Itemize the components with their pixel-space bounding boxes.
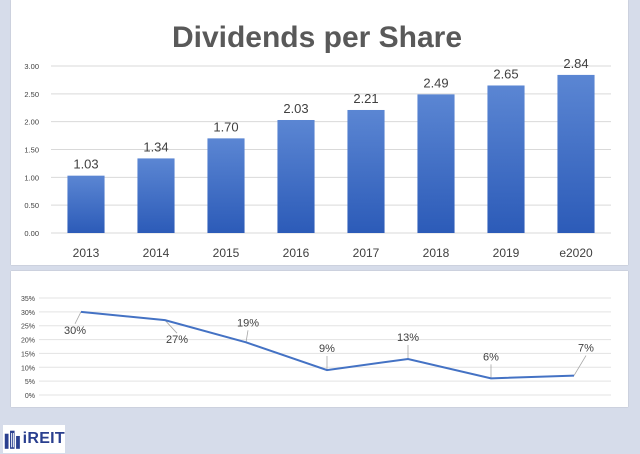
line-data-label: 27% [166,334,188,346]
bar-x-tick-label: 2018 [423,246,450,260]
bar-data-label: 2.21 [353,91,378,106]
bar-y-tick-label: 1.00 [24,173,39,182]
line-data-label: 9% [319,343,335,355]
bar-2014 [137,158,175,233]
line-y-tick-label: 20% [21,338,35,345]
line-y-tick-label: 35% [21,296,35,303]
growth-series-line [80,310,575,380]
ireit-logo: iREIT [3,425,65,453]
bar-2015 [207,138,245,233]
bar-2019 [487,85,525,233]
line-y-tick-label: 5% [25,379,35,386]
line-label-leader [245,330,249,343]
bar-2017 [347,109,385,233]
bar-x-tick-label: 2015 [213,246,240,260]
bar-x-tick-label: 2016 [283,246,310,260]
line-label-leader [573,355,587,376]
line-data-label: 13% [397,332,419,344]
chart-title: Dividends per Share [172,21,462,54]
bar-y-tick-label: 1.50 [24,146,39,155]
bar-y-tick-label: 0.00 [24,229,39,238]
bar-y-tick-label: 2.00 [24,118,39,127]
bar-x-tick-label: 2019 [493,246,520,260]
bar-data-label: 2.65 [493,66,518,81]
line-label-leader [74,311,82,325]
line-data-label: 7% [578,343,594,355]
bar-data-label: 1.03 [73,157,98,172]
growth-chart-panel: 0% 5% 10% 15% 20% 25% 30% 35% 30% 27% 19% 9% 13% 6% 7… [11,271,628,407]
dividends-chart-panel: Dividends per Share 0.00 0.50 1.00 1.50 2.00… [11,0,628,265]
line-label-leader [164,319,178,334]
bar-y-tick-label: 2.50 [24,90,39,99]
bar-x-tick-label: 2017 [353,246,380,260]
bar-y-tick-label: 3.00 [24,62,39,71]
line-y-tick-label: 15% [21,351,35,358]
bar-x-tick-label: 2013 [73,246,100,260]
bar-2018 [417,94,455,233]
building-icon [4,430,20,449]
line-y-tick-label: 25% [21,324,35,331]
bar-data-label: 2.03 [283,101,308,116]
line-y-tick-label: 0% [25,393,35,400]
growth-line-chart: 0% 5% 10% 15% 20% 25% 30% 35% 30% 27% 19% 9% 13% 6% 7… [21,296,611,400]
bar-y-tick-label: 0.50 [24,201,39,210]
bar-data-label: 1.70 [213,119,238,134]
bar-2016 [277,119,315,233]
bar-2013 [67,175,105,233]
bar-e2020 [557,74,595,233]
bar-data-label: 1.34 [143,139,168,154]
bar-data-label: 2.49 [423,75,448,90]
bar-x-tick-label: e2020 [559,246,593,260]
bar-x-tick-label: 2014 [143,246,170,260]
line-y-tick-label: 10% [21,365,35,372]
line-data-label: 19% [237,317,259,329]
line-y-tick-label: 30% [21,310,35,317]
line-data-label: 30% [64,325,86,337]
logo-text: iREIT [22,430,65,447]
bar-data-label: 2.84 [563,56,588,71]
line-data-label: 6% [483,351,499,363]
dividends-bar-chart: Dividends per Share 0.00 0.50 1.00 1.50 2.00… [24,21,611,260]
